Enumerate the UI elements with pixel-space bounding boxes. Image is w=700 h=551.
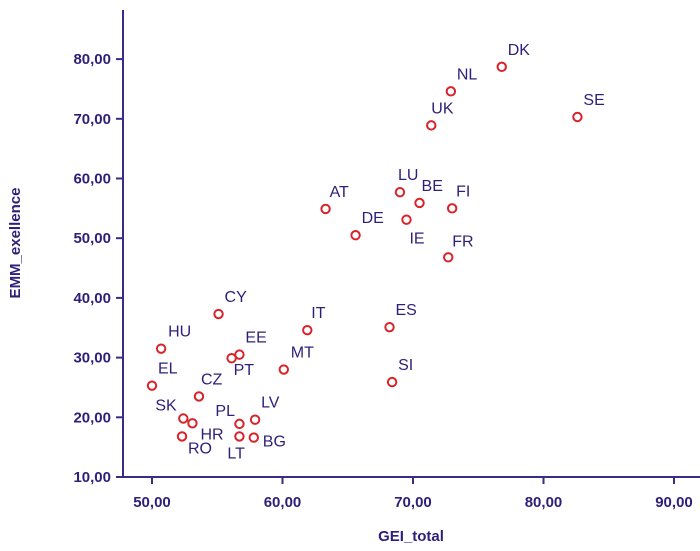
y-tick-label: 10,00 [73, 469, 111, 486]
point-label-ee: EE [245, 330, 266, 347]
point-label-fi: FI [456, 183, 470, 200]
point-label-si: SI [398, 357, 413, 374]
point-label-es: ES [396, 302, 417, 319]
point-label-ie: IE [409, 231, 424, 248]
point-label-cz: CZ [201, 371, 223, 388]
data-point-pl [234, 418, 245, 430]
point-label-lu: LU [398, 167, 418, 184]
point-label-el: EL [158, 361, 178, 378]
point-label-at: AT [330, 184, 349, 201]
x-tick-label: 80,00 [525, 494, 563, 511]
point-label-uk: UK [431, 100, 454, 117]
data-point-es [384, 321, 395, 333]
data-point-mt [278, 364, 290, 375]
data-point-nl [445, 86, 457, 97]
x-tick-label: 50,00 [133, 494, 171, 511]
y-tick-label: 50,00 [73, 230, 111, 247]
data-point-lu [394, 187, 406, 198]
point-label-nl: NL [457, 66, 478, 83]
point-label-be: BE [422, 178, 443, 195]
y-tick-label: 80,00 [73, 51, 111, 68]
point-label-lv: LV [261, 395, 280, 412]
point-label-hu: HU [168, 324, 191, 341]
x-tick-label: 70,00 [394, 494, 432, 511]
y-tick-label: 20,00 [73, 409, 111, 426]
data-point-uk [426, 120, 437, 131]
data-point-fr [443, 252, 454, 263]
point-label-pl: PL [215, 403, 235, 420]
plot-axes [122, 10, 700, 478]
point-label-mt: MT [291, 345, 314, 362]
data-point-hr [187, 418, 198, 429]
data-point-bg [248, 432, 259, 443]
point-label-cy: CY [225, 289, 248, 306]
point-label-it: IT [311, 305, 325, 322]
point-label-bg: BG [263, 434, 286, 451]
point-label-pt: PT [234, 362, 255, 379]
point-label-se: SE [583, 92, 604, 109]
data-points [146, 61, 583, 443]
data-point-dk [496, 61, 507, 73]
data-point-at [320, 203, 331, 215]
point-label-ro: RO [188, 440, 212, 457]
x-axis-title: GEI_total [378, 528, 444, 545]
data-point-lv [249, 414, 261, 425]
data-point-ro [176, 431, 188, 442]
x-tick-label: 90,00 [655, 494, 693, 511]
point-label-de: DE [362, 210, 384, 227]
x-tick-label: 60,00 [264, 494, 302, 511]
point-label-dk: DK [508, 42, 531, 59]
data-point-lt [234, 431, 245, 442]
data-point-sk [178, 413, 189, 424]
x-axis-ticks: 50,00 60,00 70,00 80,00 90,00 [133, 477, 693, 511]
y-tick-label: 60,00 [73, 171, 111, 188]
y-tick-label: 70,00 [73, 111, 111, 128]
y-axis-title: EMM_exellence [7, 188, 24, 299]
point-label-hr: HR [200, 426, 223, 443]
data-point-cy [213, 308, 224, 320]
data-point-cz [193, 391, 205, 402]
data-point-fi [446, 203, 458, 214]
data-point-el [146, 380, 158, 391]
y-axis-ticks: 10,00 20,00 30,00 40,00 50,00 60,00 70,00 80,00 [73, 51, 123, 486]
data-point-be [414, 197, 425, 209]
y-tick-label: 30,00 [73, 350, 111, 367]
y-tick-label: 40,00 [73, 290, 111, 307]
data-point-it [302, 324, 313, 336]
data-point-de [350, 230, 361, 241]
data-point-ie [401, 214, 412, 225]
data-point-pt [226, 352, 237, 364]
point-label-sk: SK [155, 397, 177, 414]
point-label-lt: LT [227, 445, 245, 462]
data-point-si [386, 376, 398, 388]
data-point-hu [155, 343, 167, 354]
point-label-fr: FR [452, 233, 473, 250]
data-point-se [572, 111, 583, 123]
